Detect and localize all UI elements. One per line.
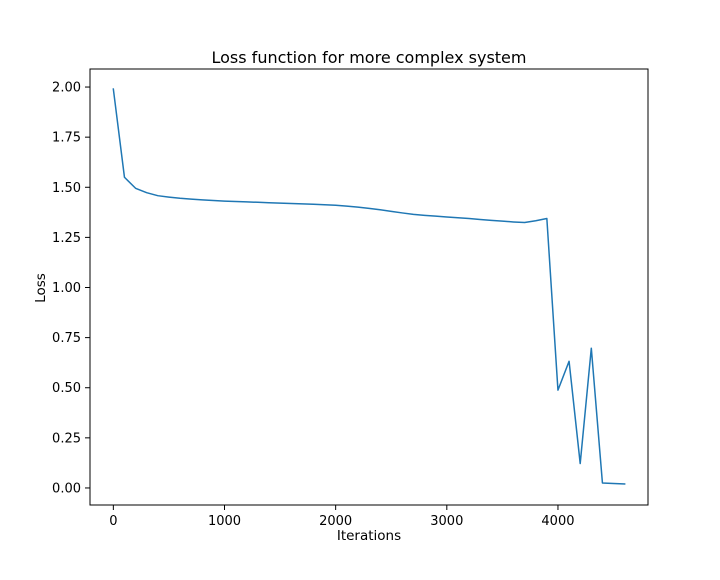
y-tick-label: 1.75 <box>52 131 81 146</box>
y-tick-label: 2.00 <box>52 81 81 96</box>
x-tick-label: 0 <box>109 514 117 529</box>
loss-series-line <box>112 88 626 485</box>
y-tick-label: 1.25 <box>52 231 81 246</box>
y-tick-label: 1.00 <box>52 281 81 296</box>
x-tick-label: 2000 <box>319 514 352 529</box>
y-tick-label: 1.50 <box>52 181 81 196</box>
x-tick-label: 1000 <box>208 514 241 529</box>
x-axis-ticks: 0 1000 2000 3000 4000 <box>109 505 575 529</box>
y-axis-ticks: 0.00 0.25 0.50 0.75 1.00 1.25 1.50 1.75 2.00 <box>52 81 90 496</box>
x-axis-label: Iterations <box>337 528 401 544</box>
x-tick-label: 3000 <box>430 514 463 529</box>
y-axis-label: Loss <box>33 273 49 303</box>
plot-area-frame <box>89 68 649 506</box>
y-tick-label: 0.25 <box>52 431 81 446</box>
chart-title: Loss function for more complex system <box>212 48 527 67</box>
y-tick-label: 0.00 <box>52 481 81 496</box>
y-tick-label: 0.50 <box>52 381 81 396</box>
y-tick-label: 0.75 <box>52 331 81 346</box>
x-tick-label: 4000 <box>541 514 574 529</box>
